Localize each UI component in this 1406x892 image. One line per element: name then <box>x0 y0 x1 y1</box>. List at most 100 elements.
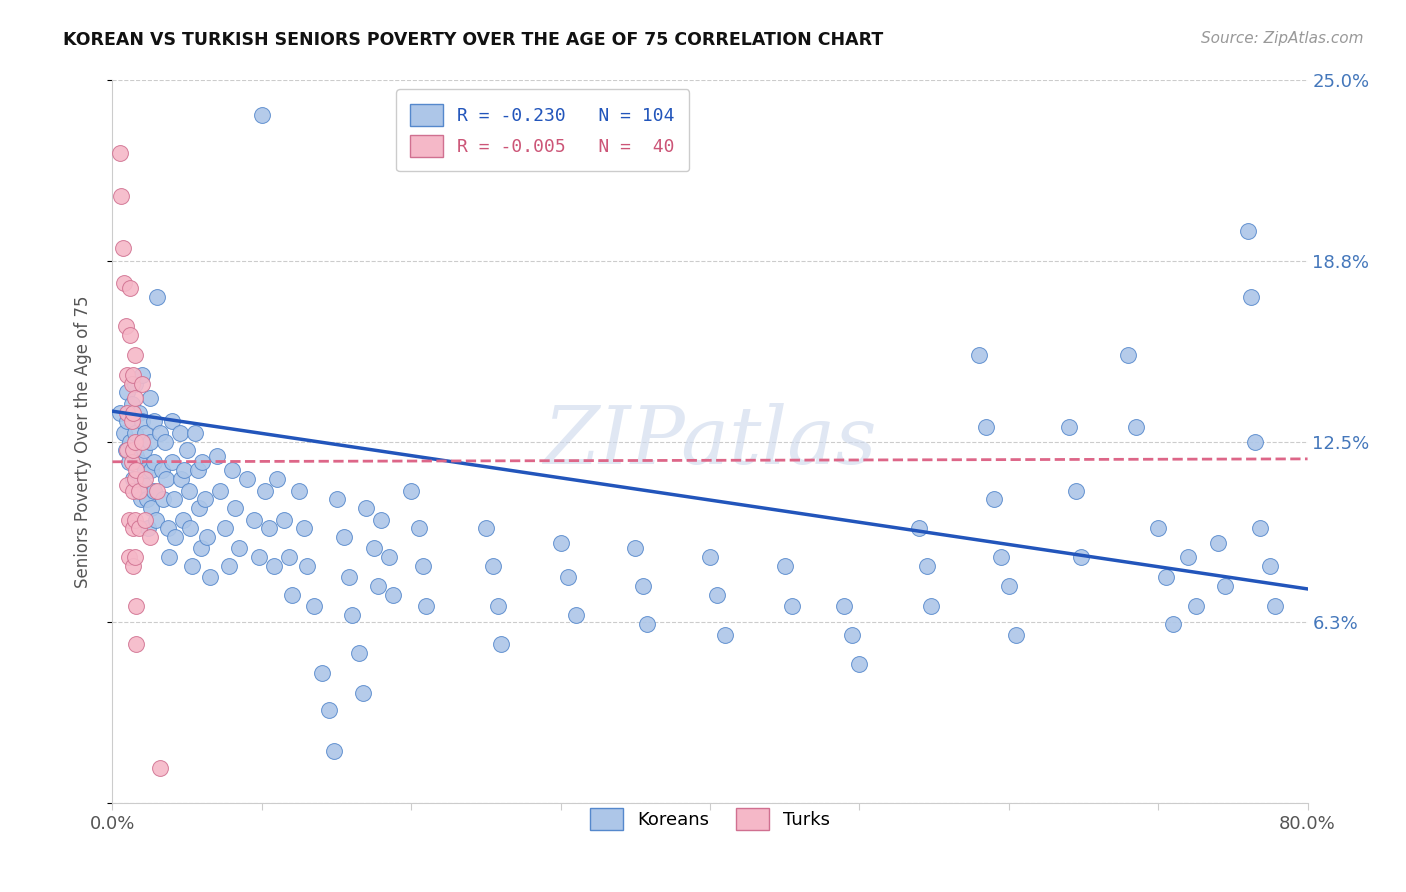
Point <box>277 550 299 565</box>
Point <box>146 483 169 498</box>
Point <box>205 449 228 463</box>
Point <box>122 443 145 458</box>
Point <box>198 570 221 584</box>
Point <box>281 588 304 602</box>
Point <box>250 108 273 122</box>
Point <box>173 463 195 477</box>
Point <box>243 512 266 526</box>
Point <box>134 463 156 477</box>
Point <box>356 501 378 516</box>
Point <box>236 472 259 486</box>
Point <box>908 521 931 535</box>
Point <box>273 512 295 526</box>
Point <box>1237 223 1260 237</box>
Point <box>557 570 579 584</box>
Point <box>190 541 212 556</box>
Point <box>122 406 145 420</box>
Point <box>475 521 498 535</box>
Point <box>114 276 135 290</box>
Point <box>125 449 148 463</box>
Point <box>128 483 150 498</box>
Point <box>848 657 870 671</box>
Point <box>253 483 276 498</box>
Point <box>121 455 143 469</box>
Point <box>155 472 177 486</box>
Point <box>1070 550 1092 565</box>
Point <box>150 463 173 477</box>
Point <box>1177 550 1199 565</box>
Point <box>141 463 163 477</box>
Point <box>129 492 152 507</box>
Point <box>122 521 145 535</box>
Point <box>1258 558 1281 573</box>
Point <box>124 348 146 362</box>
Point <box>117 414 139 428</box>
Point <box>370 512 392 526</box>
Point <box>311 665 333 680</box>
Point <box>122 558 145 573</box>
Point <box>131 434 153 449</box>
Point <box>188 501 211 516</box>
Point <box>1244 434 1267 449</box>
Point <box>121 414 143 428</box>
Point <box>288 483 311 498</box>
Point <box>124 434 146 449</box>
Point <box>1118 348 1140 362</box>
Point <box>141 501 163 516</box>
Text: KOREAN VS TURKISH SENIORS POVERTY OVER THE AGE OF 75 CORRELATION CHART: KOREAN VS TURKISH SENIORS POVERTY OVER T… <box>63 31 883 49</box>
Point <box>382 588 405 602</box>
Point <box>132 443 155 458</box>
Point <box>143 483 166 498</box>
Point <box>170 472 193 486</box>
Point <box>122 368 145 382</box>
Point <box>121 376 143 391</box>
Point <box>139 530 162 544</box>
Point <box>486 599 509 614</box>
Point <box>1125 420 1147 434</box>
Point <box>124 376 146 391</box>
Point <box>131 414 153 428</box>
Text: Source: ZipAtlas.com: Source: ZipAtlas.com <box>1201 31 1364 46</box>
Point <box>124 425 146 440</box>
Point <box>482 558 505 573</box>
Point <box>998 579 1021 593</box>
Point <box>247 550 270 565</box>
Point <box>139 434 162 449</box>
Point <box>1154 570 1177 584</box>
Point <box>125 637 148 651</box>
Point <box>149 425 172 440</box>
Point <box>118 550 141 565</box>
Point <box>183 425 205 440</box>
Point <box>976 420 998 434</box>
Point <box>1064 483 1087 498</box>
Point <box>983 492 1005 507</box>
Point <box>834 599 856 614</box>
Point <box>841 628 863 642</box>
Point <box>221 463 243 477</box>
Point <box>115 443 138 458</box>
Point <box>967 348 990 362</box>
Point <box>122 483 145 498</box>
Point <box>124 512 146 526</box>
Point <box>135 492 157 507</box>
Point <box>177 483 200 498</box>
Point <box>1249 521 1271 535</box>
Point <box>176 443 198 458</box>
Point <box>111 241 134 255</box>
Point <box>1206 535 1229 549</box>
Point <box>143 455 166 469</box>
Point <box>138 521 160 535</box>
Point <box>318 703 340 717</box>
Point <box>110 189 132 203</box>
Point <box>780 599 803 614</box>
Point <box>165 530 187 544</box>
Point <box>224 501 246 516</box>
Point <box>191 455 214 469</box>
Point <box>340 607 363 622</box>
Point <box>564 607 586 622</box>
Point <box>146 290 169 304</box>
Point <box>128 406 150 420</box>
Point <box>163 492 186 507</box>
Point <box>347 646 370 660</box>
Point <box>1215 579 1237 593</box>
